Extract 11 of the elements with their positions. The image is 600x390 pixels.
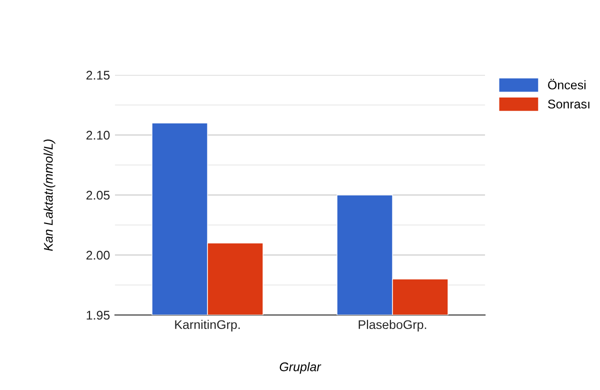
y-axis-title: Kan Laktatı(mmol/L)	[44, 139, 56, 251]
y-tick-label: 2.15	[86, 70, 110, 80]
y-tick-label: 1.95	[86, 310, 110, 320]
y-tick-label: 2.05	[86, 190, 110, 200]
y-tick-label: 2.10	[86, 130, 110, 140]
legend-label: Sonrası	[548, 100, 590, 109]
x-tick-label: PlaseboGrp.	[358, 320, 426, 332]
x-axis-title: Gruplar	[280, 362, 322, 374]
x-tick-label: KarnitinGrp.	[175, 320, 240, 332]
y-tick-label: 2.00	[86, 250, 110, 260]
legend-label: Öncesi	[548, 78, 586, 90]
